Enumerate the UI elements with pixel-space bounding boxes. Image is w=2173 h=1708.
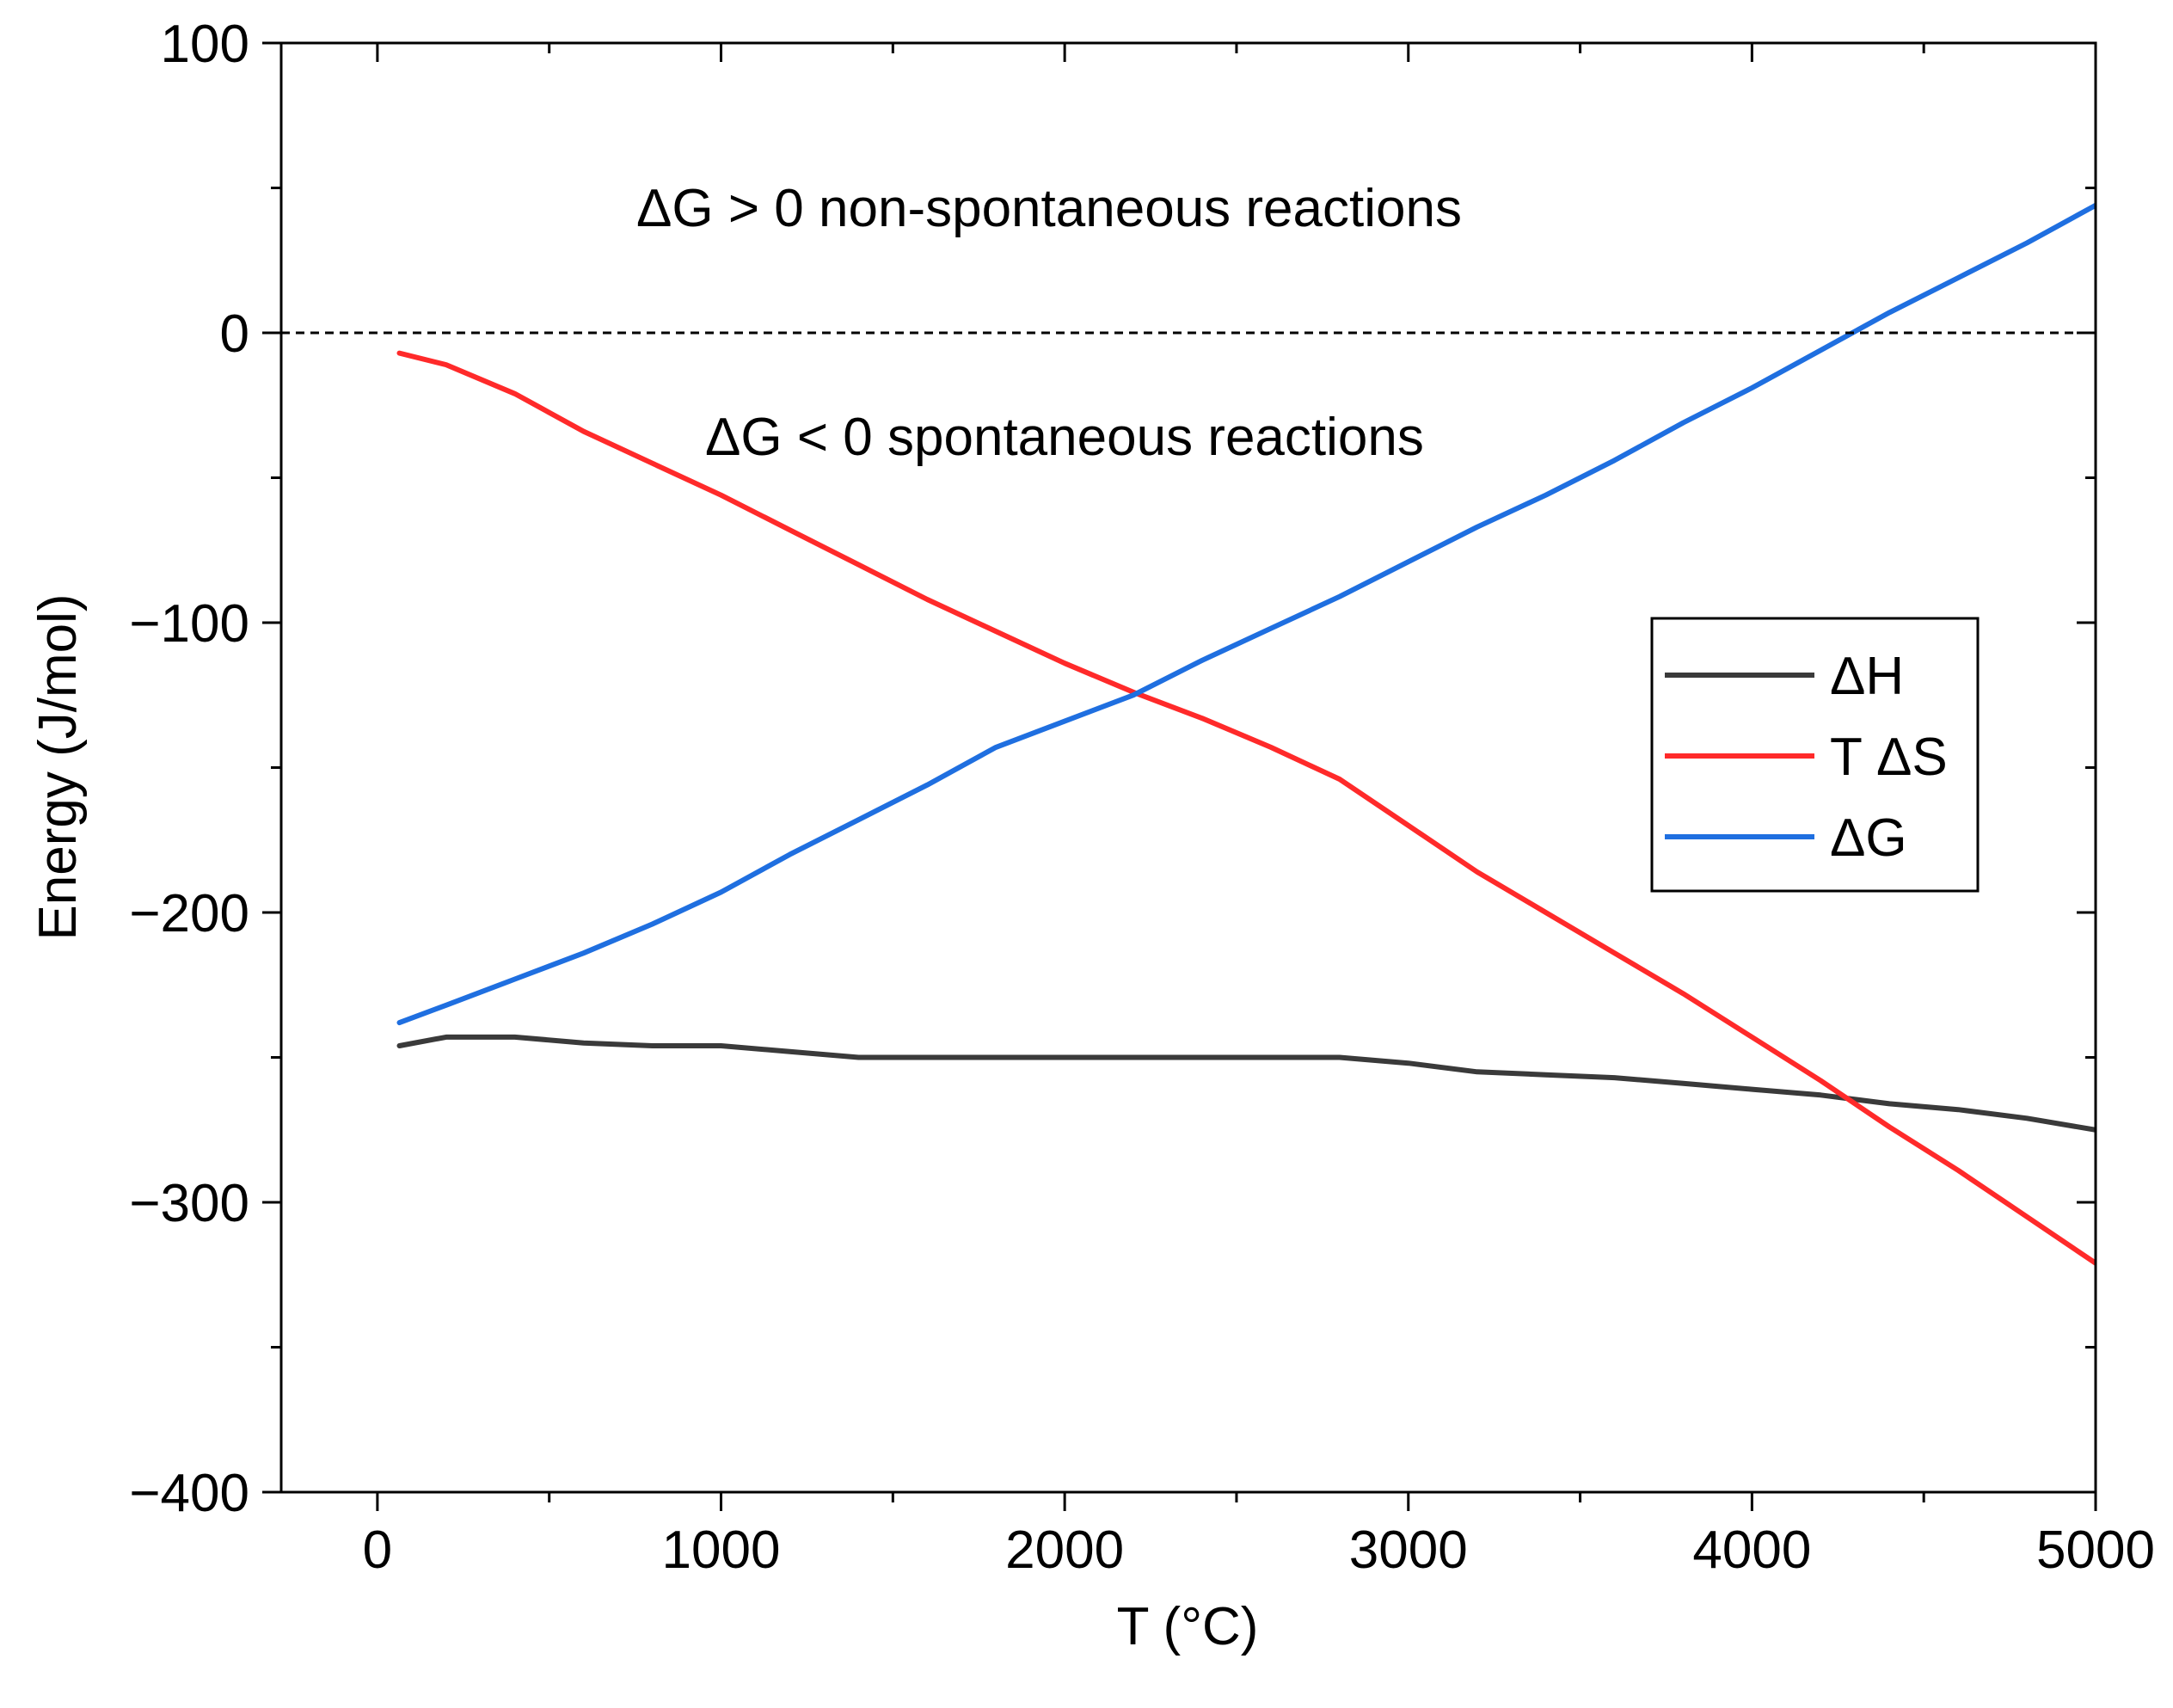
tick-layer bbox=[262, 41, 2097, 1511]
y-tick-label: −200 bbox=[129, 884, 249, 943]
annotation-negative: ΔG < 0 spontaneous reactions bbox=[705, 408, 1424, 467]
legend-label-dg: ΔG bbox=[1830, 808, 1907, 868]
x-tick-label: 1000 bbox=[662, 1521, 781, 1580]
x-tick-label: 4000 bbox=[1692, 1521, 1811, 1580]
x-tick-label: 0 bbox=[363, 1521, 392, 1580]
y-tick-label: 0 bbox=[220, 304, 249, 364]
series-layer bbox=[396, 202, 2096, 1266]
y-tick-label: −300 bbox=[129, 1174, 249, 1233]
x-axis-title: T (°C) bbox=[1117, 1597, 1259, 1656]
legend-label-tds: T ΔS bbox=[1830, 728, 1948, 787]
x-tick-label: 2000 bbox=[1005, 1521, 1124, 1580]
y-tick-label: −100 bbox=[129, 594, 249, 654]
legend-label-dh: ΔH bbox=[1830, 647, 1904, 706]
y-tick-label: −400 bbox=[129, 1464, 249, 1523]
y-tick-label: 100 bbox=[161, 15, 249, 74]
x-tick-label: 5000 bbox=[2036, 1521, 2155, 1580]
series-line-1 bbox=[396, 350, 2096, 1266]
legend: ΔH T ΔS ΔG bbox=[1650, 617, 1980, 893]
y-axis-title: Energy (J/mol) bbox=[28, 593, 88, 940]
annotation-positive: ΔG > 0 non-spontaneous reactions bbox=[636, 179, 1462, 238]
x-tick-label: 3000 bbox=[1349, 1521, 1468, 1580]
series-line-2 bbox=[396, 202, 2096, 1026]
tick-label-layer: 0 1000 2000 3000 4000 5000 −400 −300 −200 −100 0 10… bbox=[129, 15, 2155, 1580]
series-line-0 bbox=[396, 1034, 2096, 1133]
